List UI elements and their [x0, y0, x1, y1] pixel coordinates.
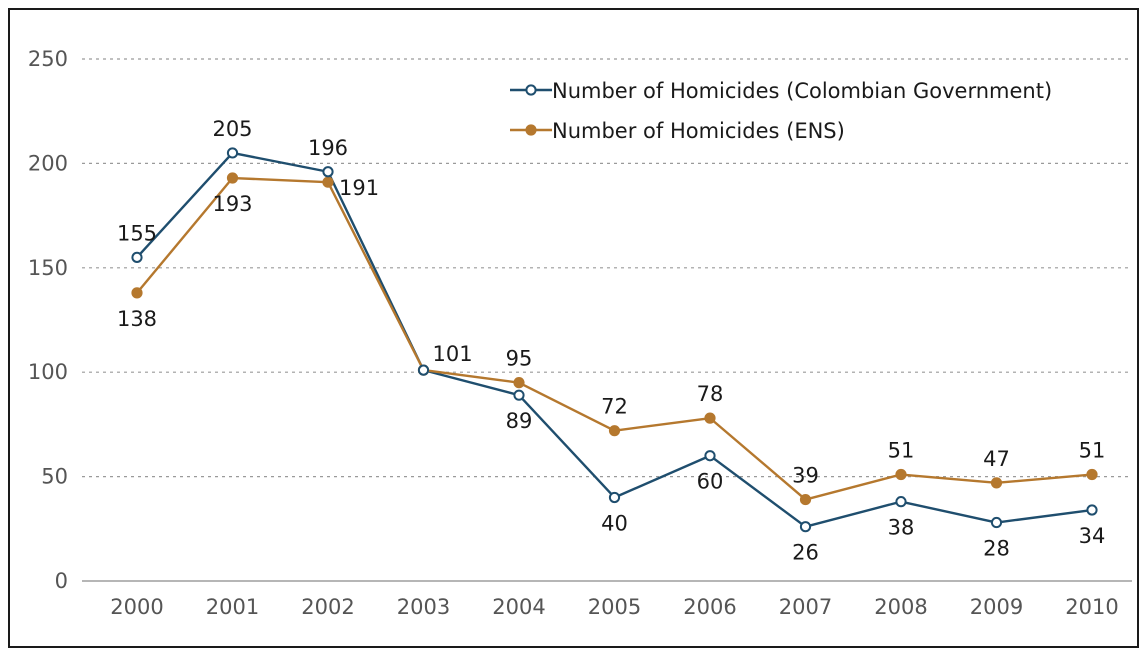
data-point-0 [990, 516, 1003, 529]
data-label-1: 95 [506, 347, 533, 371]
data-label-1: 193 [212, 192, 252, 216]
data-label-1: 47 [983, 447, 1010, 471]
data-label-0: 38 [888, 516, 915, 540]
data-label-0: 60 [697, 470, 724, 494]
data-label-0: 155 [117, 221, 157, 245]
data-point-1 [226, 172, 239, 184]
data-point-0 [513, 389, 525, 401]
data-point-1 [704, 412, 716, 424]
data-label-0: 26 [792, 541, 819, 565]
data-labels: 155 205 196 89 40 60 26 38 28 34 138 193 191 101 95 72 7… [117, 117, 1105, 565]
y-tick-label: 250 [28, 47, 68, 71]
data-label-1: 39 [792, 464, 819, 488]
x-tick-label: 2006 [683, 595, 736, 619]
data-point-0 [417, 364, 430, 376]
legend-label: Number of Homicides (ENS) [552, 119, 845, 143]
data-point-0 [608, 491, 621, 504]
data-label-1: 72 [601, 395, 628, 419]
data-label-0: 34 [1079, 524, 1106, 548]
data-label-1: 191 [339, 176, 379, 200]
data-point-0 [895, 496, 907, 508]
data-point-1 [895, 468, 907, 481]
x-tick-label: 2008 [874, 595, 927, 619]
x-tick-label: 2010 [1065, 595, 1118, 619]
legend-swatch-marker [525, 84, 537, 96]
series-line-1 [136, 176, 1093, 501]
data-label-0: 205 [212, 117, 252, 141]
data-point-1 [990, 477, 1003, 489]
data-point-0 [226, 147, 239, 159]
legend: Number of Homicides (Colombian Governmen… [510, 79, 1052, 143]
x-tick-label: 2003 [397, 595, 450, 619]
data-label-0: 40 [601, 511, 628, 535]
data-point-0 [799, 521, 812, 533]
series-group [131, 147, 1098, 533]
data-point-1 [799, 493, 812, 506]
data-label-1: 138 [117, 307, 157, 331]
data-point-1 [1086, 468, 1098, 481]
y-tick-label: 100 [28, 360, 68, 384]
data-label-0: 28 [983, 537, 1010, 561]
x-tick-label: 2009 [970, 595, 1023, 619]
data-label-1: 51 [1079, 439, 1106, 463]
y-tick-label: 50 [41, 465, 68, 489]
y-tick-label: 150 [28, 256, 68, 280]
x-tick-label: 2004 [492, 595, 545, 619]
data-label-0: 196 [308, 136, 348, 160]
x-tick-label: 2001 [206, 595, 259, 619]
data-point-1 [608, 425, 621, 437]
y-tick-label: 200 [28, 151, 68, 175]
x-tick-label: 2000 [110, 595, 163, 619]
data-point-0 [704, 450, 716, 462]
y-axis-ticks: 0 50 100 150 200 250 [28, 47, 68, 593]
data-point-1 [131, 287, 143, 299]
data-label-1: 51 [888, 439, 915, 463]
x-axis-ticks: 2000 2001 2002 2003 2004 2005 2006 2007 2008 2009… [110, 595, 1118, 619]
data-label-0: 89 [506, 409, 533, 433]
data-label-1: 78 [697, 382, 724, 406]
data-label-1: 101 [433, 342, 473, 366]
x-tick-label: 2007 [779, 595, 832, 619]
chart-frame [8, 8, 1139, 648]
y-tick-label: 0 [55, 569, 68, 593]
data-point-0 [131, 251, 143, 263]
data-point-1 [322, 176, 334, 188]
data-point-1 [513, 377, 525, 389]
gridlines [82, 58, 1132, 582]
data-point-0 [1086, 504, 1098, 516]
legend-swatch-marker [525, 124, 537, 136]
x-tick-label: 2005 [588, 595, 641, 619]
legend-label: Number of Homicides (Colombian Governmen… [552, 79, 1052, 103]
data-point-0 [322, 166, 334, 178]
x-tick-label: 2002 [301, 595, 354, 619]
series-line-0 [136, 151, 1093, 528]
